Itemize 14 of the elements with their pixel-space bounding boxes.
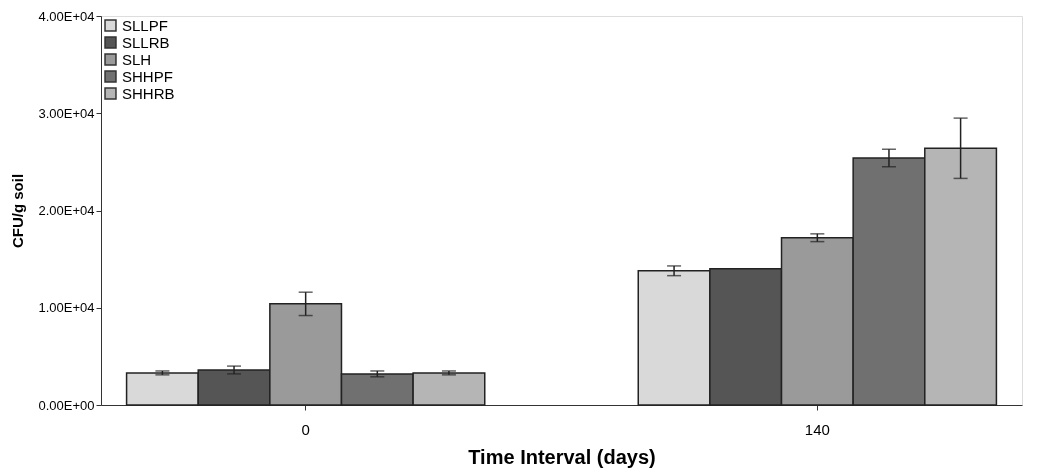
legend-label: SLLRB [122,33,170,51]
y-tick-label: 1.00E+04 [38,300,95,316]
y-tick-label: 0.00E+00 [38,397,95,413]
y-tick-label: 4.00E+04 [38,8,95,24]
legend-label: SHHRB [122,84,175,102]
legend-label: SLLPF [122,16,168,34]
legend-label: SLH [122,50,152,68]
x-tick-label: 140 [804,420,830,438]
x-tick-label: 0 [301,420,310,438]
y-tick-label: 2.00E+04 [38,203,95,218]
y-axis-title: CFU/g soil [9,173,27,249]
y-tick-label: 3.00E+04 [38,105,95,121]
x-axis-title: Time Interval (days) [468,445,656,468]
legend-label: SHHPF [122,67,173,85]
